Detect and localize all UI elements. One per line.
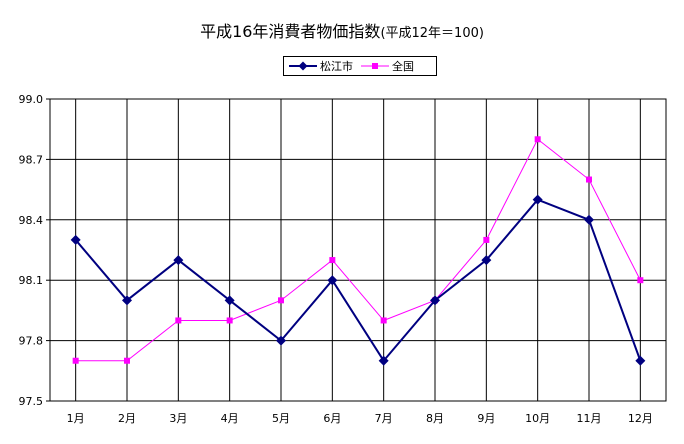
data-point-national [586, 176, 592, 183]
x-tick-label: 1月 [67, 412, 85, 425]
x-tick-label: 2月 [118, 412, 136, 425]
data-point-matsue [635, 355, 646, 366]
data-point-national [124, 357, 130, 364]
data-point-matsue [276, 335, 286, 346]
series-line-matsue [74, 198, 642, 363]
legend-label-matsue: 松江市 [320, 60, 353, 73]
x-tick-label: 11月 [577, 412, 602, 425]
y-tick-label: 98.1 [19, 274, 44, 287]
legend-item-matsue: 松江市 [289, 58, 353, 74]
x-tick-label: 9月 [477, 412, 495, 425]
x-tick-label: 4月 [221, 412, 239, 425]
data-point-national [226, 317, 233, 324]
data-point-matsue [532, 194, 543, 205]
data-point-matsue [70, 234, 81, 245]
plot-area [49, 98, 667, 402]
legend-label-national: 全国 [392, 60, 414, 73]
data-point-matsue [224, 295, 235, 306]
y-tick-label: 98.4 [19, 214, 44, 227]
chart-legend: 松江市 全国 [283, 56, 437, 76]
data-point-matsue [584, 214, 594, 225]
chart-title: 平成16年消費者物価指数(平成12年＝100) [0, 18, 684, 42]
data-point-national [278, 297, 284, 304]
data-point-matsue [173, 255, 184, 266]
y-tick-label: 99.0 [19, 93, 44, 106]
x-tick-label: 5月 [272, 412, 290, 425]
data-point-national [175, 317, 182, 324]
data-point-national [72, 357, 79, 364]
chart-subtitle: (平成12年＝100) [380, 26, 484, 41]
legend-item-national: 全国 [361, 58, 414, 74]
x-tick-label: 10月 [525, 412, 550, 425]
y-tick-label: 97.8 [19, 335, 44, 348]
x-tick-label: 12月 [628, 412, 653, 425]
y-tick-label: 98.7 [19, 153, 44, 166]
x-tick-label: 8月 [426, 412, 444, 425]
data-point-matsue [122, 295, 132, 306]
chart-title-main: 平成16年消費者物価指数 [200, 22, 381, 41]
y-tick-label: 97.5 [19, 395, 44, 408]
x-tick-label: 6月 [323, 412, 341, 425]
data-point-matsue [327, 275, 338, 286]
x-tick-label: 3月 [169, 412, 187, 425]
data-point-matsue [430, 295, 440, 306]
data-point-national [637, 277, 644, 284]
data-point-matsue [378, 355, 389, 366]
data-point-national [380, 317, 387, 324]
data-point-matsue [481, 255, 492, 266]
legend-marker-square-icon [361, 63, 389, 69]
data-point-national [329, 257, 336, 264]
data-point-national [483, 236, 490, 243]
series-line-national [75, 138, 641, 362]
data-point-national [534, 136, 541, 143]
legend-marker-diamond-icon [289, 61, 317, 71]
x-tick-label: 7月 [375, 412, 393, 425]
